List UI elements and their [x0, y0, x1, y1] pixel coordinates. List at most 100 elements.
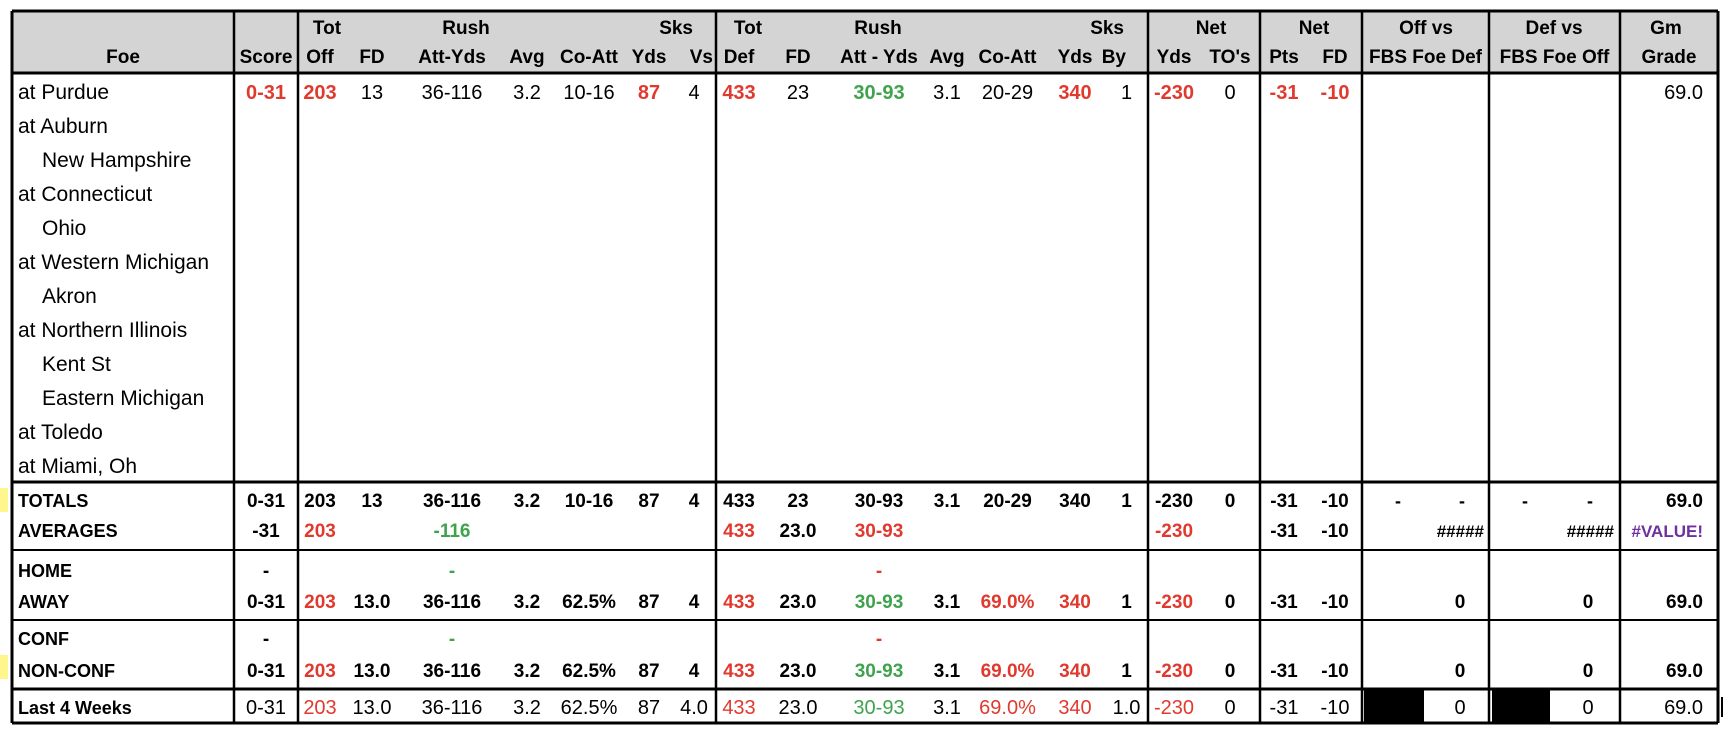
stat-cell: 62.5% — [562, 661, 616, 682]
stat-cell: 13 — [361, 491, 382, 512]
stat-cell: 30-93 — [855, 661, 904, 682]
stat-cell: - — [263, 629, 269, 650]
header-bottom-21: FBS Foe Off — [1500, 47, 1610, 68]
stat-cell: 87 — [638, 592, 659, 613]
stat-cell: 87 — [638, 82, 660, 104]
stat-cell: - — [449, 561, 455, 582]
stat-cell: 4 — [689, 661, 700, 682]
stat-cell: 20-29 — [982, 82, 1033, 104]
stat-cell: 0-31 — [246, 82, 286, 104]
stat-cell: 3.2 — [514, 491, 540, 512]
stat-cell: 0 — [1225, 661, 1236, 682]
stat-cell: 203 — [304, 491, 336, 512]
foe-name: at Toledo — [18, 421, 103, 444]
stat-cell: - — [449, 629, 455, 650]
stat-cell: 3.1 — [933, 697, 961, 719]
stat-cell: 340 — [1058, 697, 1091, 719]
stat-cell: -31 — [1270, 592, 1298, 613]
stat-cell: 23 — [787, 491, 808, 512]
stat-cell: 3.1 — [934, 491, 961, 512]
stat-cell: -230 — [1155, 661, 1193, 682]
stat-cell: 87 — [638, 697, 660, 719]
stat-cell: -10 — [1321, 697, 1350, 719]
stat-cell: 340 — [1059, 661, 1091, 682]
stat-cell: -10 — [1321, 521, 1348, 542]
stat-cell: 3.2 — [513, 697, 541, 719]
header-bottom-18: Pts — [1269, 47, 1299, 68]
stat-cell: 36-116 — [423, 592, 481, 613]
header-bottom-22: Grade — [1642, 47, 1697, 68]
summary-label: CONF — [18, 629, 69, 649]
stat-cell: 340 — [1059, 491, 1091, 512]
header-bottom-20: FBS Foe Def — [1369, 47, 1483, 68]
stat-cell: 3.2 — [514, 661, 540, 682]
header-bottom-3: FD — [359, 47, 384, 68]
stat-cell: 23.0 — [780, 521, 817, 542]
stat-cell: -31 — [1270, 491, 1298, 512]
header-bottom-13: Co-Att — [978, 47, 1037, 68]
stat-cell: -31 — [252, 521, 280, 542]
stat-cell: 69.0% — [979, 697, 1036, 719]
stat-cell: 23.0 — [780, 661, 817, 682]
stat-cell: 3.1 — [933, 82, 961, 104]
foe-name: at Western Michigan — [18, 251, 209, 274]
header-bottom-12: Avg — [929, 47, 964, 68]
stat-cell: 0 — [1224, 697, 1235, 719]
stat-cell: 4 — [689, 491, 700, 512]
stat-cell: 0 — [1454, 697, 1465, 719]
stat-cell: ##### — [1437, 522, 1485, 541]
stat-cell: 203 — [304, 521, 336, 542]
stat-cell: -116 — [434, 521, 471, 542]
stat-cell: 13 — [361, 82, 383, 104]
header-bottom-10: FD — [785, 47, 810, 68]
stat-cell: -230 — [1154, 697, 1194, 719]
stat-cell: 0-31 — [246, 697, 286, 719]
summary-label: NON-CONF — [18, 661, 115, 681]
stat-cell: 0-31 — [247, 661, 285, 682]
row-marker — [0, 655, 8, 679]
header-bottom-9: Def — [724, 47, 755, 68]
header-top-2: Tot — [313, 18, 342, 39]
stat-cell: 23.0 — [780, 592, 817, 613]
header-bottom-14: Yds — [1058, 47, 1093, 68]
stat-cell: 0 — [1224, 82, 1235, 104]
stat-cell: 0-31 — [247, 592, 285, 613]
stat-cell: 69.0% — [981, 661, 1035, 682]
stat-cell: 69.0 — [1666, 592, 1703, 613]
stat-cell: -31 — [1270, 82, 1299, 104]
stat-cell: 69.0 — [1664, 697, 1703, 719]
stat-cell: ##### — [1567, 522, 1615, 541]
stat-cell: 69.0 — [1666, 661, 1703, 682]
summary-label: HOME — [18, 561, 72, 581]
stat-cell: 1.0 — [1113, 697, 1141, 719]
stat-cell: 203 — [304, 661, 336, 682]
stat-cell: 36-116 — [422, 697, 483, 719]
foe-name: New Hampshire — [42, 149, 191, 172]
filled-cell — [1364, 690, 1424, 722]
summary-label: Last 4 Weeks — [18, 698, 132, 718]
stat-cell: -10 — [1321, 82, 1350, 104]
stat-cell: 1 — [1121, 491, 1132, 512]
stat-cell: 3.1 — [934, 661, 961, 682]
stat-cell: -10 — [1321, 661, 1348, 682]
header-top-21: Def vs — [1525, 18, 1582, 39]
summary-label: TOTALS — [18, 491, 88, 511]
row-marker — [0, 488, 8, 512]
stat-cell: 3.2 — [513, 82, 541, 104]
foe-name: at Northern Illinois — [18, 319, 187, 342]
header-bottom-8: Vs — [690, 47, 713, 68]
stat-cell: 23.0 — [779, 697, 818, 719]
stat-cell: 433 — [722, 697, 755, 719]
stat-cell: -230 — [1154, 82, 1194, 104]
stat-cell: 23 — [787, 82, 809, 104]
filled-cell — [1492, 690, 1550, 722]
stat-cell: - — [1587, 491, 1593, 511]
header-top-15: Sks — [1090, 18, 1124, 39]
stat-cell: 433 — [722, 82, 755, 104]
stat-cell: -31 — [1270, 521, 1298, 542]
header-bottom-5: Avg — [509, 47, 544, 68]
summary-label: AWAY — [18, 592, 69, 612]
stat-cell: 30-93 — [855, 521, 904, 542]
header-top-4: Rush — [442, 18, 490, 39]
